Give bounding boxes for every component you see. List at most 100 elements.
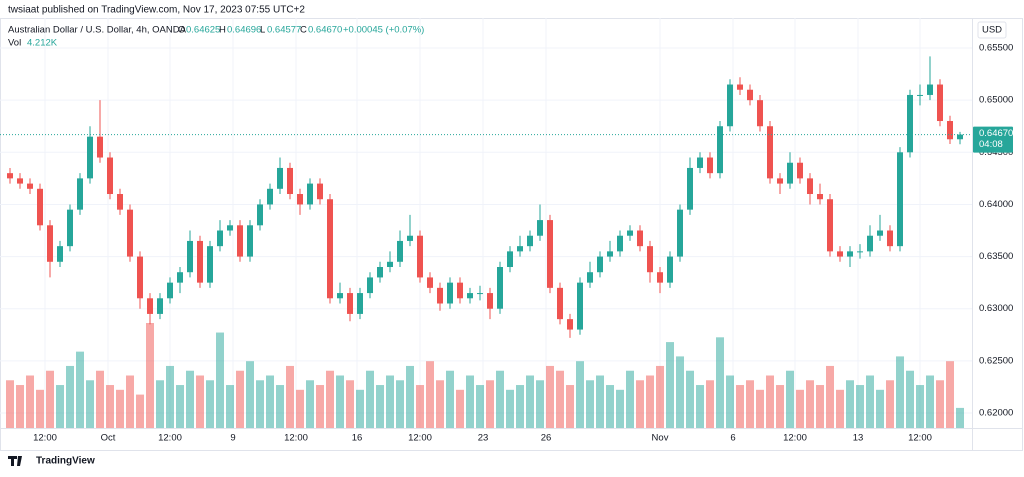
l-label: L bbox=[260, 25, 265, 36]
volume-bar bbox=[496, 370, 504, 428]
volume-bar bbox=[916, 385, 924, 428]
volume-bar bbox=[356, 389, 364, 428]
volume-bar bbox=[826, 365, 834, 428]
volume-bar bbox=[706, 380, 714, 428]
candle-body bbox=[267, 188, 273, 205]
y-tick-label: 0.63000 bbox=[979, 303, 1013, 314]
symbol: Australian Dollar / U.S. Dollar, 4h, OAN… bbox=[8, 25, 187, 36]
axes: 0.620000.625000.630000.635000.640000.645… bbox=[33, 43, 1013, 444]
volume-bar bbox=[526, 375, 534, 428]
y-tick-label: 0.63500 bbox=[979, 251, 1013, 262]
volume-bar bbox=[516, 385, 524, 428]
x-tick-label: 12:00 bbox=[783, 433, 807, 444]
volume-bar bbox=[226, 385, 234, 428]
candle-body bbox=[67, 209, 73, 247]
volume-pane bbox=[6, 323, 964, 428]
volume-bar bbox=[46, 370, 54, 428]
volume-bar bbox=[396, 380, 404, 428]
volume-bar bbox=[806, 380, 814, 428]
candle-body bbox=[957, 134, 963, 140]
x-tick-label: 9 bbox=[230, 433, 235, 444]
last-price-box bbox=[973, 126, 1013, 153]
candle-body bbox=[537, 220, 543, 236]
volume-bar bbox=[606, 385, 614, 428]
volume-bar bbox=[656, 365, 664, 428]
y-tick-label: 0.64000 bbox=[979, 199, 1013, 210]
candle-body bbox=[577, 282, 583, 330]
volume-bar bbox=[276, 385, 284, 428]
volume-bar bbox=[196, 375, 204, 428]
x-tick-label: 12:00 bbox=[33, 433, 57, 444]
candle-body bbox=[157, 298, 163, 314]
candle-body bbox=[287, 167, 293, 195]
volume-bar bbox=[136, 394, 144, 428]
frame bbox=[0, 18, 1023, 451]
candle-body bbox=[317, 183, 323, 200]
volume-bar bbox=[756, 389, 764, 428]
volume-bar bbox=[316, 385, 324, 428]
countdown: 04:08 bbox=[979, 139, 1003, 150]
candle-body bbox=[357, 293, 363, 314]
candle-body bbox=[667, 256, 673, 283]
candle-body bbox=[567, 319, 573, 330]
candle-body bbox=[907, 94, 913, 153]
candle-body bbox=[167, 282, 173, 299]
candle-body bbox=[117, 194, 123, 210]
candle-body bbox=[817, 194, 823, 200]
volume-bar bbox=[616, 389, 624, 428]
candle-body bbox=[937, 84, 943, 122]
o-label: O bbox=[178, 25, 185, 36]
volume-bar bbox=[596, 375, 604, 428]
volume-bar bbox=[866, 375, 874, 428]
y-tick-label: 0.65500 bbox=[979, 43, 1013, 54]
candle-body bbox=[557, 287, 563, 320]
volume-bar bbox=[176, 385, 184, 428]
candle-body bbox=[277, 167, 283, 189]
volume-bar bbox=[796, 389, 804, 428]
volume-bar bbox=[486, 380, 494, 428]
volume-bar bbox=[476, 385, 484, 428]
x-tick-label: Nov bbox=[652, 433, 669, 444]
candle-body bbox=[97, 136, 103, 158]
volume-bar bbox=[366, 370, 374, 428]
volume-bar bbox=[506, 389, 514, 428]
volume-bar bbox=[816, 385, 824, 428]
candle-body bbox=[877, 230, 883, 236]
currency-box[interactable] bbox=[977, 21, 1007, 39]
volume-bar bbox=[636, 380, 644, 428]
candle-body bbox=[707, 157, 713, 174]
candle-body bbox=[837, 251, 843, 257]
candle-body bbox=[897, 152, 903, 247]
volume-bar bbox=[646, 375, 654, 428]
candle-body bbox=[227, 225, 233, 231]
volume-bar bbox=[306, 380, 314, 428]
x-tick-label: Oct bbox=[101, 433, 116, 444]
volume-bar bbox=[26, 375, 34, 428]
candle-body bbox=[697, 157, 703, 168]
currency[interactable]: USD bbox=[982, 25, 1002, 36]
volume-bar bbox=[436, 380, 444, 428]
volume-bar bbox=[206, 380, 214, 428]
x-tick-label: 26 bbox=[541, 433, 552, 444]
candle-body bbox=[247, 225, 253, 257]
volume-bar bbox=[566, 385, 574, 428]
volume-bar bbox=[326, 370, 334, 428]
candle-body bbox=[417, 235, 423, 278]
x-tick-label: 6 bbox=[730, 433, 735, 444]
candle-body bbox=[917, 94, 923, 96]
volume-bar bbox=[266, 375, 274, 428]
y-tick-label: 0.62000 bbox=[979, 408, 1013, 419]
y-tick-label: 0.65000 bbox=[979, 95, 1013, 106]
candle-body bbox=[717, 126, 723, 174]
candle-body bbox=[927, 84, 933, 95]
candle-body bbox=[197, 240, 203, 283]
volume-bar bbox=[876, 389, 884, 428]
candle-body bbox=[607, 251, 613, 257]
volume-bar bbox=[686, 370, 694, 428]
change: +0.00045 (+0.07%) bbox=[343, 25, 424, 36]
volume-bar bbox=[256, 380, 264, 428]
volume-bar bbox=[6, 380, 14, 428]
candle-body bbox=[77, 178, 83, 210]
volume-bar bbox=[106, 385, 114, 428]
